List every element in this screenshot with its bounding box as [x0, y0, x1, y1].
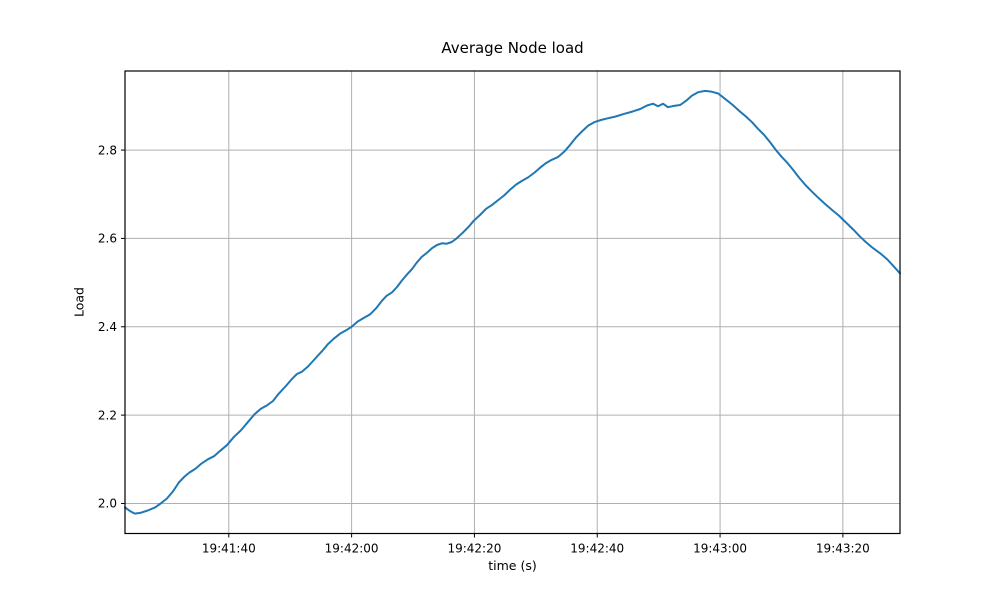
- x-tick-label: 19:42:20: [447, 542, 501, 556]
- y-axis-label-text: Load: [71, 287, 87, 317]
- data-line: [124, 89, 901, 515]
- plot-border: [124, 70, 901, 535]
- x-tick-label: 19:43:20: [816, 542, 870, 556]
- x-axis-label: time (s): [488, 558, 537, 573]
- x-tick-label: 19:43:00: [693, 542, 747, 556]
- y-tick-label: 2.4: [98, 320, 117, 334]
- chart-title: Average Node load: [441, 39, 584, 57]
- y-tick-label: 2.0: [98, 497, 117, 511]
- x-tick-label: 19:42:00: [325, 542, 379, 556]
- y-tick-label: 2.6: [98, 232, 117, 246]
- y-tick-label: 2.2: [98, 408, 117, 422]
- x-tick-label: 19:42:40: [570, 542, 624, 556]
- y-tick-label: 2.8: [98, 143, 117, 157]
- x-tick-label: 19:41:40: [202, 542, 256, 556]
